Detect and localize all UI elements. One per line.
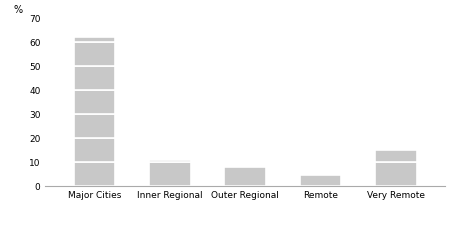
- Bar: [375, 162, 417, 186]
- Bar: [74, 66, 115, 90]
- Bar: [300, 175, 341, 186]
- Bar: [74, 37, 115, 42]
- Bar: [74, 42, 115, 66]
- Bar: [74, 90, 115, 114]
- Bar: [149, 160, 191, 162]
- Bar: [74, 138, 115, 162]
- Bar: [74, 114, 115, 138]
- Bar: [149, 162, 191, 186]
- Text: %: %: [14, 5, 23, 15]
- Bar: [375, 150, 417, 162]
- Bar: [224, 167, 266, 186]
- Bar: [74, 162, 115, 186]
